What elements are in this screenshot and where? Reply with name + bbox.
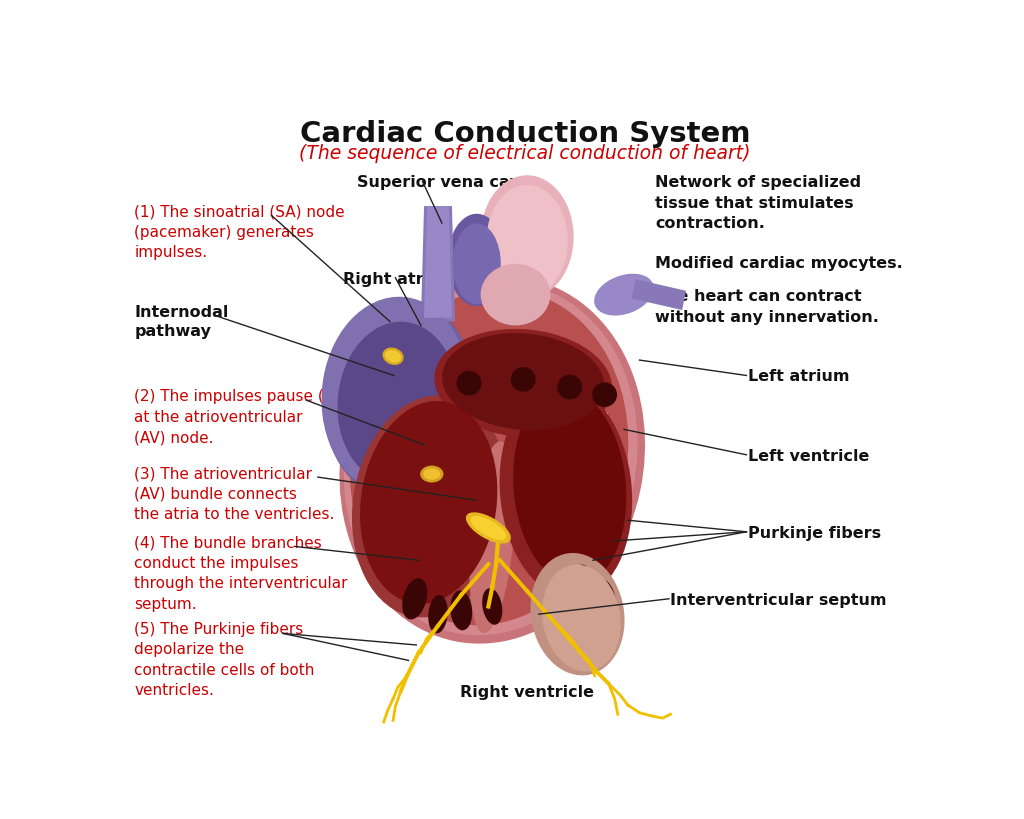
Ellipse shape — [442, 333, 604, 430]
Ellipse shape — [594, 274, 654, 315]
Ellipse shape — [513, 389, 627, 585]
Ellipse shape — [385, 350, 401, 363]
Ellipse shape — [470, 516, 506, 540]
Ellipse shape — [486, 185, 568, 296]
Text: (4) The bundle branches
conduct the impulses
through the interventricular
septum: (4) The bundle branches conduct the impu… — [134, 536, 348, 612]
Text: Modified cardiac myocytes.: Modified cardiac myocytes. — [655, 256, 903, 271]
Ellipse shape — [434, 329, 612, 437]
Polygon shape — [421, 206, 455, 322]
Text: Internodal
pathway: Internodal pathway — [134, 305, 228, 339]
Text: Left atrium: Left atrium — [748, 369, 850, 384]
Ellipse shape — [480, 175, 573, 298]
Text: (5) The Purkinje fibers
depolarize the
contractile cells of both
ventricles.: (5) The Purkinje fibers depolarize the c… — [134, 622, 314, 698]
Text: Cardiac Conduction System: Cardiac Conduction System — [300, 120, 750, 148]
Ellipse shape — [511, 367, 536, 391]
Text: Left ventricle: Left ventricle — [748, 449, 869, 464]
Ellipse shape — [500, 383, 632, 599]
Ellipse shape — [482, 588, 503, 625]
Ellipse shape — [469, 441, 515, 633]
Polygon shape — [632, 279, 686, 310]
Ellipse shape — [453, 224, 501, 304]
Ellipse shape — [530, 553, 625, 676]
Text: Network of specialized
tissue that stimulates
contraction.: Network of specialized tissue that stimu… — [655, 175, 861, 231]
Ellipse shape — [466, 513, 511, 544]
Ellipse shape — [428, 595, 447, 633]
Text: The heart can contract
without any innervation.: The heart can contract without any inner… — [655, 289, 879, 324]
Ellipse shape — [350, 289, 629, 625]
Ellipse shape — [322, 296, 469, 493]
Ellipse shape — [423, 468, 440, 480]
Ellipse shape — [352, 396, 509, 618]
Ellipse shape — [402, 578, 427, 619]
Text: Right atrium: Right atrium — [343, 272, 458, 287]
Ellipse shape — [338, 322, 458, 483]
Text: Purkinje fibers: Purkinje fibers — [748, 526, 881, 541]
Text: Right ventricle: Right ventricle — [460, 685, 594, 700]
Ellipse shape — [594, 578, 615, 612]
Ellipse shape — [542, 564, 621, 672]
Polygon shape — [424, 206, 452, 318]
Ellipse shape — [324, 299, 475, 499]
Ellipse shape — [447, 214, 506, 306]
Ellipse shape — [451, 590, 472, 631]
Text: Interventricular septum: Interventricular septum — [671, 593, 887, 608]
Text: (2) The impulses pause (0.1s)
at the atrioventricular
(AV) node.: (2) The impulses pause (0.1s) at the atr… — [134, 389, 361, 446]
Text: (1) The sinoatrial (SA) node
(pacemaker) generates
impulses.: (1) The sinoatrial (SA) node (pacemaker)… — [134, 205, 345, 260]
Ellipse shape — [592, 382, 617, 407]
Ellipse shape — [339, 277, 645, 644]
Ellipse shape — [557, 375, 583, 400]
Ellipse shape — [360, 401, 498, 604]
Ellipse shape — [382, 347, 403, 365]
Ellipse shape — [457, 371, 481, 396]
Ellipse shape — [573, 564, 597, 602]
Text: (3) The atrioventricular
(AV) bundle connects
the atria to the ventricles.: (3) The atrioventricular (AV) bundle con… — [134, 466, 335, 523]
Ellipse shape — [420, 465, 443, 482]
Ellipse shape — [344, 282, 638, 636]
Ellipse shape — [480, 264, 550, 325]
Text: (The sequence of electrical conduction of heart): (The sequence of electrical conduction o… — [299, 144, 751, 164]
Text: Superior vena cava: Superior vena cava — [356, 175, 530, 190]
